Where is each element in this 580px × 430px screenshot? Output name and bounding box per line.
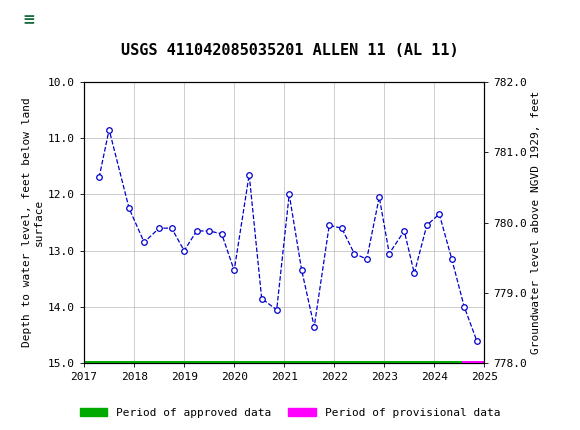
- Bar: [462, 360, 484, 366]
- Text: USGS 411042085035201 ALLEN 11 (AL 11): USGS 411042085035201 ALLEN 11 (AL 11): [121, 43, 459, 58]
- Y-axis label: Groundwater level above NGVD 1929, feet: Groundwater level above NGVD 1929, feet: [531, 91, 541, 354]
- FancyBboxPatch shape: [12, 5, 52, 34]
- Y-axis label: Depth to water level, feet below land
surface: Depth to water level, feet below land su…: [22, 98, 44, 347]
- Text: USGS: USGS: [58, 12, 105, 27]
- Legend: Period of approved data, Period of provisional data: Period of approved data, Period of provi…: [75, 403, 505, 422]
- Text: ≡: ≡: [23, 12, 35, 27]
- Bar: [84, 360, 462, 366]
